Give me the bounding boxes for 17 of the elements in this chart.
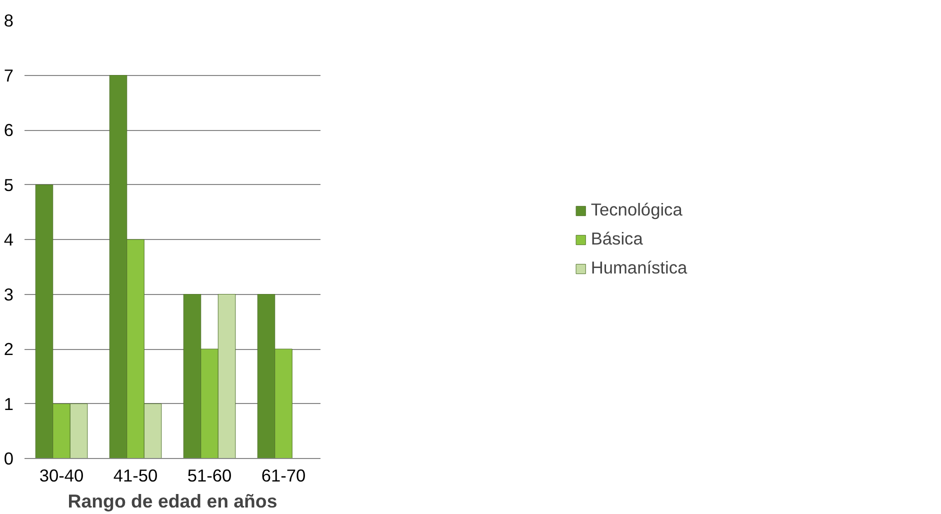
x-tick-label: 51-60	[187, 466, 232, 486]
legend-label: Tecnológica	[590, 200, 682, 220]
y-tick-label: 2	[4, 339, 14, 359]
y-tick-label: 8	[4, 10, 14, 30]
y-tick-label: 1	[4, 394, 14, 414]
y-tick-label: 7	[4, 65, 14, 86]
y-tick-label: 3	[4, 284, 14, 304]
x-tick-label: 41-50	[113, 466, 158, 486]
y-tick-label: 6	[4, 120, 14, 140]
x-tick-label: 61-70	[261, 466, 306, 486]
y-tick-label: 5	[4, 174, 14, 195]
x-axis-title: Rango de edad en años	[68, 490, 278, 512]
y-tick-label: 0	[4, 448, 14, 468]
legend-label: Humanística	[590, 258, 688, 278]
y-tick-label: 4	[4, 230, 14, 250]
x-tick-label: 30-40	[39, 466, 84, 486]
legend-label: Básica	[590, 228, 643, 250]
